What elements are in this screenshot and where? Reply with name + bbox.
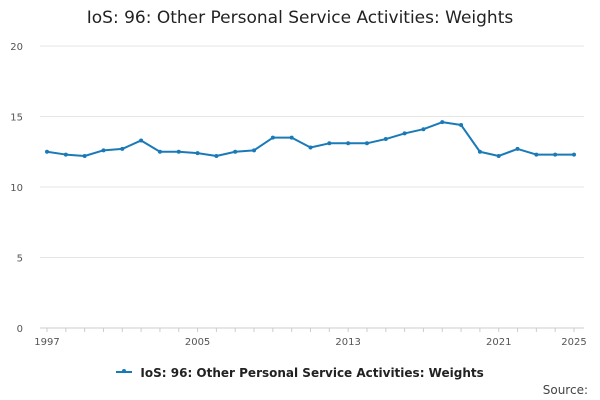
data-point[interactable] xyxy=(214,153,219,158)
x-tick-label: 2021 xyxy=(486,337,511,348)
data-point[interactable] xyxy=(364,141,369,146)
y-tick-label: 20 xyxy=(10,42,23,53)
data-point[interactable] xyxy=(440,120,445,125)
data-point[interactable] xyxy=(402,131,407,136)
data-point[interactable] xyxy=(63,152,68,157)
data-point[interactable] xyxy=(252,148,257,153)
data-point[interactable] xyxy=(157,149,162,154)
data-point[interactable] xyxy=(572,152,576,157)
y-tick-label: 15 xyxy=(10,113,23,124)
data-point[interactable] xyxy=(139,138,144,143)
x-tick-label: 2013 xyxy=(335,337,360,348)
series-group xyxy=(45,120,576,158)
y-tick-label: 10 xyxy=(10,183,23,194)
data-point[interactable] xyxy=(496,153,501,158)
data-point[interactable] xyxy=(327,141,332,146)
data-point[interactable] xyxy=(195,151,200,156)
data-point[interactable] xyxy=(101,148,106,153)
data-point[interactable] xyxy=(421,127,426,132)
y-axis: 0 5 10 15 20 xyxy=(10,42,23,335)
data-point[interactable] xyxy=(270,135,275,140)
data-point[interactable] xyxy=(120,146,125,151)
data-point[interactable] xyxy=(308,145,313,150)
data-point[interactable] xyxy=(459,122,464,127)
data-point[interactable] xyxy=(346,141,351,146)
data-point[interactable] xyxy=(383,137,388,142)
data-point[interactable] xyxy=(477,149,482,154)
data-point[interactable] xyxy=(82,153,87,158)
y-tick-label: 5 xyxy=(17,254,23,265)
data-point[interactable] xyxy=(534,152,539,157)
x-tick-label: 2025 xyxy=(561,337,586,348)
legend: IoS: 96: Other Personal Service Activiti… xyxy=(0,366,600,380)
source-label: Source: xyxy=(542,383,588,397)
series-line xyxy=(46,121,574,157)
chart-title: IoS: 96: Other Personal Service Activiti… xyxy=(86,8,514,28)
data-point[interactable] xyxy=(233,149,238,154)
legend-label: IoS: 96: Other Personal Service Activiti… xyxy=(140,366,484,380)
data-point[interactable] xyxy=(45,149,49,154)
y-tick-label: 0 xyxy=(17,324,23,335)
data-point[interactable] xyxy=(515,146,520,151)
data-point[interactable] xyxy=(176,149,181,154)
gridlines xyxy=(40,45,584,258)
x-axis: 1997 2005 2013 2021 2025 xyxy=(34,327,587,348)
data-point[interactable] xyxy=(289,135,294,140)
x-tick-label: 2005 xyxy=(185,337,210,348)
legend-line-icon xyxy=(116,368,133,373)
data-point[interactable] xyxy=(553,152,558,157)
x-tick-label: 1997 xyxy=(34,337,59,348)
